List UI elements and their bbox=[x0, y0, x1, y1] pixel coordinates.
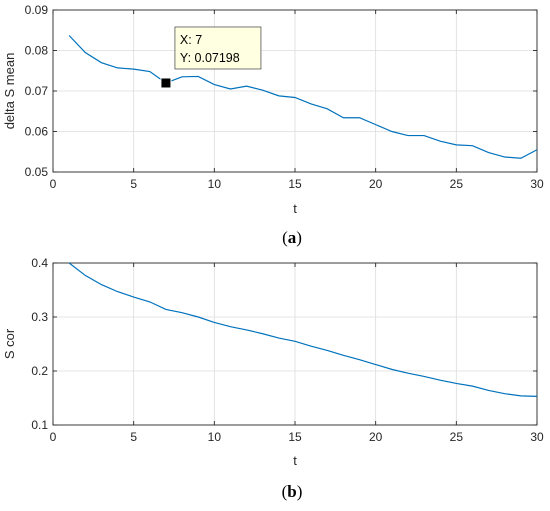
y-tick-label: 0.3 bbox=[31, 310, 48, 324]
y-tick-label: 0.4 bbox=[31, 256, 48, 270]
datatip-box bbox=[174, 26, 262, 70]
x-tick-label: 25 bbox=[450, 177, 464, 191]
y-tick-label: 0.05 bbox=[25, 165, 49, 179]
y-tick-label: 0.2 bbox=[31, 364, 48, 378]
y-tick-label: 0.1 bbox=[31, 418, 48, 432]
x-tick-label: 15 bbox=[288, 430, 302, 444]
y-tick-label: 0.08 bbox=[25, 44, 49, 58]
x-tick-label: 30 bbox=[530, 177, 544, 191]
chart-panel-a: 0 5 10 15 20 25 30 0.05 0.06 0.07 0.08 0.09 t delta S… bbox=[2, 3, 544, 247]
y-tick-label: 0.07 bbox=[25, 84, 49, 98]
x-tick-label: 0 bbox=[50, 430, 57, 444]
y-tick-label: 0.06 bbox=[25, 125, 49, 139]
datatip-marker bbox=[160, 77, 172, 89]
x-tick-label: 0 bbox=[50, 177, 57, 191]
x-tick-label: 30 bbox=[530, 430, 544, 444]
x-tick-label: 5 bbox=[130, 430, 137, 444]
datatip-y-text: Y: 0.07198 bbox=[180, 51, 240, 65]
chart-panel-b: 0 5 10 15 20 25 30 0.1 0.2 0.3 0.4 t S cor (b) bbox=[2, 256, 544, 501]
x-tick-label: 20 bbox=[369, 177, 383, 191]
y-axis-label: S cor bbox=[2, 328, 17, 359]
x-tick-label: 5 bbox=[130, 177, 137, 191]
x-tick-label: 15 bbox=[288, 177, 302, 191]
y-axis-label: delta S mean bbox=[2, 53, 17, 130]
series-line bbox=[68, 262, 538, 397]
x-axis-label: t bbox=[293, 453, 297, 468]
panel-label: (a) bbox=[282, 228, 302, 247]
x-axis-label: t bbox=[293, 201, 297, 216]
x-tick-label: 25 bbox=[450, 430, 464, 444]
x-tick-label: 10 bbox=[208, 177, 222, 191]
x-tick-label: 10 bbox=[208, 430, 222, 444]
panel-label: (b) bbox=[282, 482, 303, 501]
y-tick-label: 0.09 bbox=[25, 3, 49, 17]
x-tick-label: 20 bbox=[369, 430, 383, 444]
series-line bbox=[68, 35, 538, 159]
datatip-x-text: X: 7 bbox=[180, 33, 202, 47]
